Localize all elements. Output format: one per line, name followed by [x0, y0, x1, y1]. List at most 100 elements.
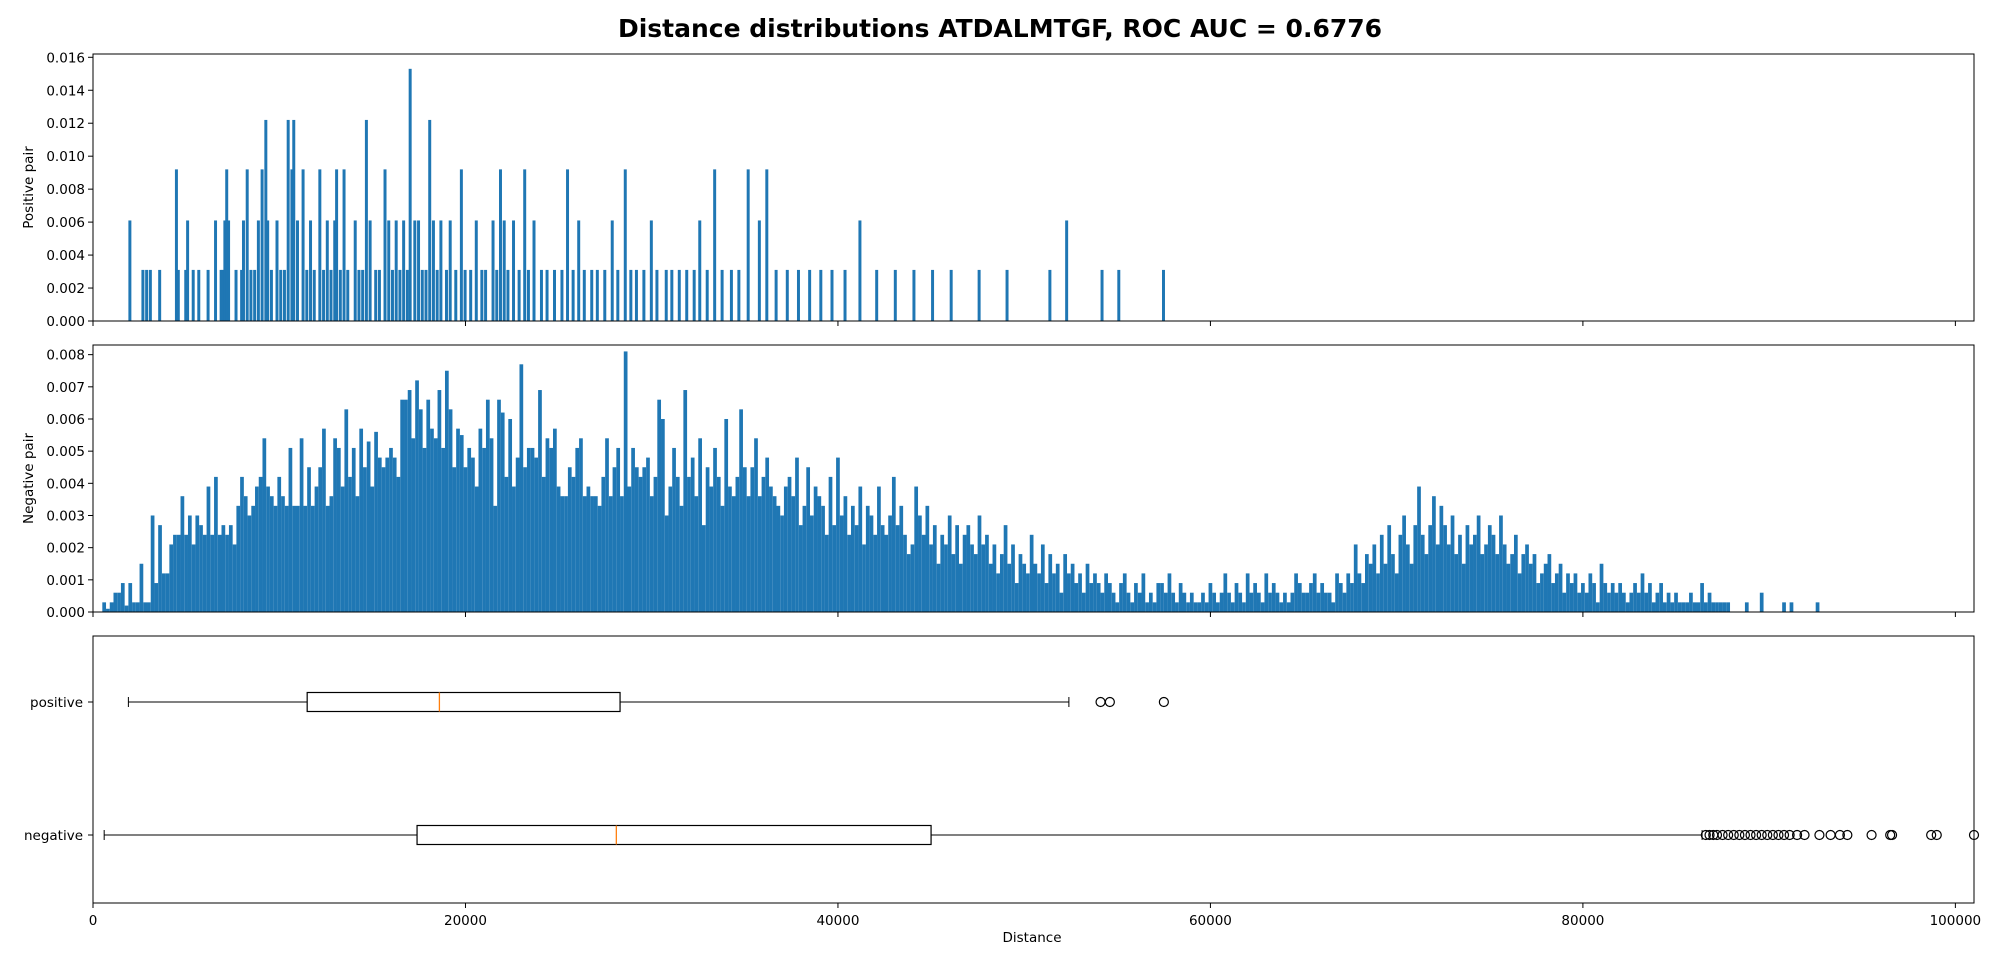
histogram-bar — [256, 220, 260, 321]
histogram-bar — [1521, 554, 1526, 612]
histogram-bar — [739, 409, 743, 612]
histogram-bar — [500, 412, 505, 612]
histogram-bar — [1696, 602, 1701, 612]
histogram-bar — [1093, 573, 1097, 612]
histogram-bar — [1052, 573, 1056, 612]
histogram-bar — [199, 525, 203, 612]
histogram-bar — [1279, 602, 1284, 612]
histogram-bar — [1115, 602, 1120, 612]
histogram-bar — [1327, 592, 1332, 612]
histogram-bar — [245, 169, 249, 321]
histogram-bar — [1048, 269, 1052, 321]
histogram-bar — [1130, 602, 1135, 612]
histogram-bar — [1283, 592, 1287, 612]
histogram-bar — [431, 220, 435, 321]
histogram-bar — [523, 467, 527, 612]
histogram-bar — [243, 496, 248, 612]
histogram-bar — [582, 496, 587, 612]
histogram-bar — [865, 505, 870, 612]
y-tick-label: 0.002 — [46, 281, 85, 297]
histogram-bar — [679, 505, 684, 612]
histogram-bar — [1078, 573, 1082, 612]
histogram-bar — [951, 554, 956, 612]
histogram-bar — [1547, 554, 1552, 612]
histogram-bar — [1212, 592, 1217, 612]
histogram-bar — [318, 169, 322, 321]
category-label: negative — [24, 828, 83, 844]
histogram-bar — [282, 269, 286, 321]
histogram-bar — [290, 169, 294, 321]
outlier-point — [1778, 829, 1790, 841]
outlier-point — [1756, 829, 1767, 841]
histogram-bar — [862, 544, 866, 612]
histogram-bar — [435, 269, 439, 321]
histogram-bar — [1644, 592, 1649, 612]
outlier-point — [1767, 829, 1778, 841]
histogram-bar — [1264, 573, 1269, 612]
histogram-bar — [1182, 592, 1187, 612]
histogram-bar — [1450, 515, 1455, 612]
histogram-bar — [566, 169, 570, 321]
histogram-bar — [705, 269, 709, 321]
histogram-bar — [422, 447, 427, 612]
histogram-bar — [836, 457, 840, 612]
x-tick-label: 80000 — [1561, 913, 1604, 929]
histogram-bar — [158, 525, 162, 612]
histogram-bar — [357, 269, 361, 321]
histogram-bar — [361, 269, 365, 321]
histogram-bar — [1256, 592, 1261, 612]
histogram-bar — [325, 220, 329, 321]
histogram-bar — [1271, 583, 1276, 612]
histogram-bar — [292, 119, 296, 322]
histogram-bar — [1707, 592, 1712, 612]
histogram-bar — [798, 525, 803, 612]
histogram-bar — [873, 534, 878, 612]
histogram-bar — [1379, 534, 1384, 612]
histogram-bar — [891, 476, 896, 612]
histogram-bar — [553, 428, 557, 612]
histogram-bar — [191, 269, 195, 321]
histogram-bar — [288, 447, 293, 612]
histogram-bar — [139, 563, 144, 612]
histogram-bar — [1309, 583, 1313, 612]
histogram-bar — [808, 269, 812, 321]
histogram-bar — [444, 370, 449, 612]
histogram-bar — [1040, 544, 1045, 612]
histogram-bar — [810, 515, 814, 612]
histogram-bar — [262, 438, 267, 612]
histogram-bar — [806, 467, 811, 612]
histogram-bar — [299, 438, 304, 612]
histogram-bar — [344, 409, 349, 612]
outlier-point — [1723, 829, 1734, 841]
histogram-bar — [1216, 602, 1220, 612]
histogram-bar — [888, 515, 892, 612]
histogram-bar — [1610, 583, 1615, 612]
chart-title: Distance distributions ATDALMTGF, ROC AU… — [618, 14, 1382, 43]
histogram-bar — [480, 269, 484, 321]
histogram-bar — [1033, 563, 1038, 612]
histogram-bar — [202, 534, 207, 612]
histogram-bar — [1659, 583, 1663, 612]
histogram-bar — [772, 496, 777, 612]
histogram-bar — [1152, 602, 1157, 612]
histogram-bar — [702, 525, 706, 612]
outlier-point — [1762, 829, 1773, 841]
histogram-bar — [1443, 525, 1447, 612]
histogram-bar — [148, 269, 152, 321]
histogram-bar — [668, 486, 673, 612]
histogram-bar — [1487, 525, 1492, 612]
histogram-bar — [366, 441, 371, 612]
histogram-bar — [776, 505, 781, 612]
x-axis-label: Distance — [1002, 930, 1061, 946]
histogram-bar — [1573, 573, 1578, 612]
histogram-bar — [1338, 583, 1343, 612]
outlier-point — [1842, 829, 1853, 841]
outlier-point — [1739, 829, 1751, 841]
histogram-bar — [459, 169, 463, 321]
histogram-bar — [623, 169, 627, 321]
histogram-bar — [232, 544, 237, 612]
histogram-bar — [795, 457, 799, 612]
histogram-bar — [273, 505, 278, 612]
histogram-bar — [396, 476, 401, 612]
distance-boxplot: positive negative 0 20000 40000 60000 80000 100… — [24, 635, 1981, 929]
